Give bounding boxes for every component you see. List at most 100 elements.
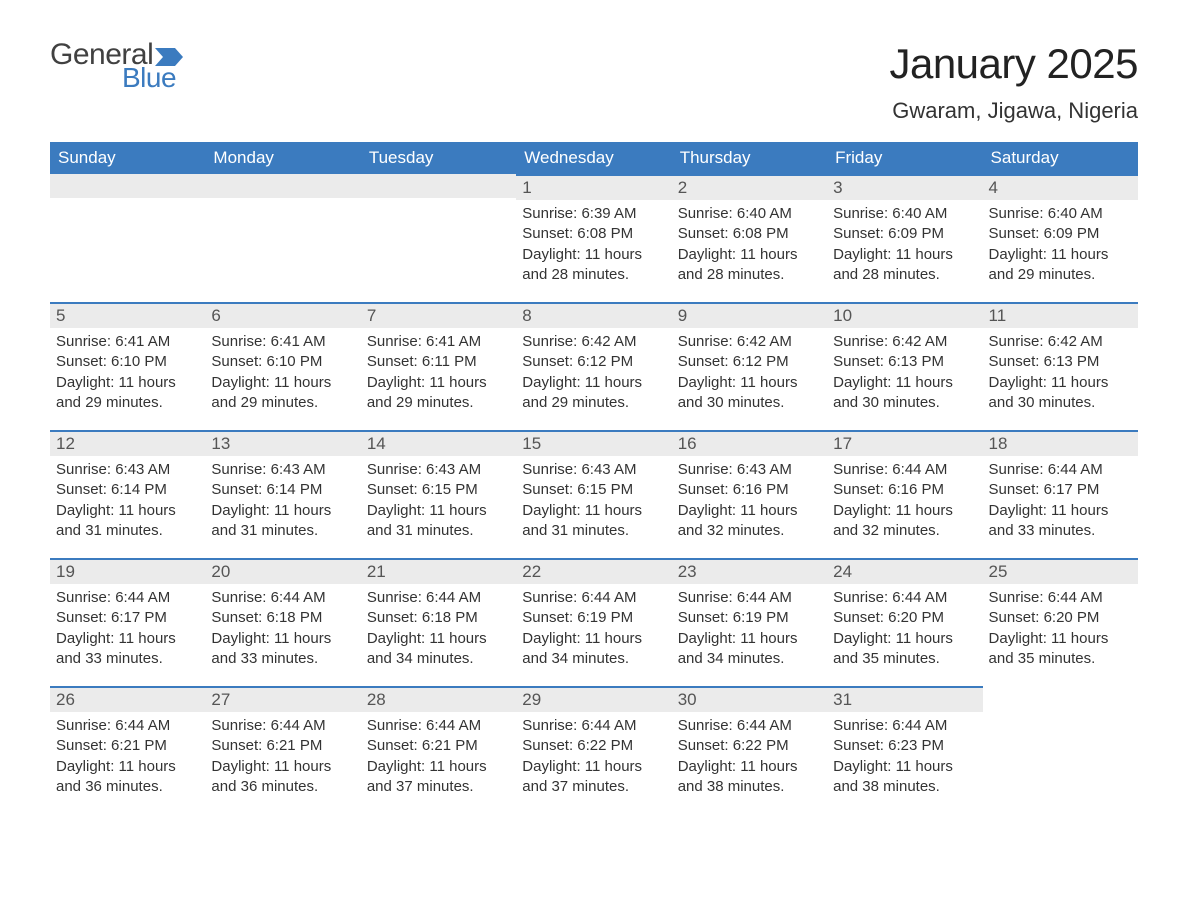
calendar-week-row: 5Sunrise: 6:41 AMSunset: 6:10 PMDaylight… (50, 302, 1138, 430)
day-number: 26 (50, 686, 205, 712)
calendar-cell: 23Sunrise: 6:44 AMSunset: 6:19 PMDayligh… (672, 558, 827, 686)
calendar-cell: 31Sunrise: 6:44 AMSunset: 6:23 PMDayligh… (827, 686, 982, 814)
day-details: Sunrise: 6:44 AMSunset: 6:20 PMDaylight:… (827, 584, 982, 677)
day-details: Sunrise: 6:44 AMSunset: 6:18 PMDaylight:… (361, 584, 516, 677)
sunrise-line: Sunrise: 6:43 AM (522, 460, 665, 480)
day-details: Sunrise: 6:44 AMSunset: 6:21 PMDaylight:… (361, 712, 516, 805)
day-number: 1 (516, 174, 671, 200)
sunrise-line: Sunrise: 6:42 AM (989, 332, 1132, 352)
day-number: 12 (50, 430, 205, 456)
day-details: Sunrise: 6:40 AMSunset: 6:08 PMDaylight:… (672, 200, 827, 293)
sunset-line: Sunset: 6:21 PM (367, 736, 510, 756)
sunset-line: Sunset: 6:14 PM (211, 480, 354, 500)
sunrise-line: Sunrise: 6:40 AM (678, 204, 821, 224)
day-details: Sunrise: 6:44 AMSunset: 6:22 PMDaylight:… (516, 712, 671, 805)
day-number: 5 (50, 302, 205, 328)
calendar-cell: 5Sunrise: 6:41 AMSunset: 6:10 PMDaylight… (50, 302, 205, 430)
day-number: 6 (205, 302, 360, 328)
calendar-head: SundayMondayTuesdayWednesdayThursdayFrid… (50, 142, 1138, 174)
calendar-cell: 26Sunrise: 6:44 AMSunset: 6:21 PMDayligh… (50, 686, 205, 814)
calendar-cell: 12Sunrise: 6:43 AMSunset: 6:14 PMDayligh… (50, 430, 205, 558)
calendar-cell: 24Sunrise: 6:44 AMSunset: 6:20 PMDayligh… (827, 558, 982, 686)
daylight-line: Daylight: 11 hours and 34 minutes. (522, 629, 665, 670)
sunrise-line: Sunrise: 6:42 AM (522, 332, 665, 352)
day-number: 22 (516, 558, 671, 584)
sunset-line: Sunset: 6:20 PM (833, 608, 976, 628)
sunrise-line: Sunrise: 6:44 AM (989, 588, 1132, 608)
daylight-line: Daylight: 11 hours and 35 minutes. (989, 629, 1132, 670)
sunrise-line: Sunrise: 6:44 AM (833, 716, 976, 736)
sunrise-line: Sunrise: 6:44 AM (211, 588, 354, 608)
sunset-line: Sunset: 6:16 PM (833, 480, 976, 500)
sunset-line: Sunset: 6:18 PM (211, 608, 354, 628)
sunrise-line: Sunrise: 6:44 AM (367, 716, 510, 736)
logo: General Blue (50, 40, 183, 92)
calendar-cell: 6Sunrise: 6:41 AMSunset: 6:10 PMDaylight… (205, 302, 360, 430)
day-number: 18 (983, 430, 1138, 456)
day-details: Sunrise: 6:44 AMSunset: 6:22 PMDaylight:… (672, 712, 827, 805)
day-details: Sunrise: 6:41 AMSunset: 6:10 PMDaylight:… (50, 328, 205, 421)
daylight-line: Daylight: 11 hours and 36 minutes. (56, 757, 199, 798)
sunrise-line: Sunrise: 6:39 AM (522, 204, 665, 224)
daylight-line: Daylight: 11 hours and 29 minutes. (522, 373, 665, 414)
sunrise-line: Sunrise: 6:44 AM (833, 460, 976, 480)
day-details: Sunrise: 6:44 AMSunset: 6:21 PMDaylight:… (50, 712, 205, 805)
sunset-line: Sunset: 6:21 PM (211, 736, 354, 756)
calendar-cell: 7Sunrise: 6:41 AMSunset: 6:11 PMDaylight… (361, 302, 516, 430)
sunset-line: Sunset: 6:17 PM (56, 608, 199, 628)
calendar-week-row: 1Sunrise: 6:39 AMSunset: 6:08 PMDaylight… (50, 174, 1138, 302)
day-number: 8 (516, 302, 671, 328)
sunrise-line: Sunrise: 6:44 AM (367, 588, 510, 608)
weekday-header: Saturday (983, 142, 1138, 174)
day-number: 30 (672, 686, 827, 712)
day-details: Sunrise: 6:43 AMSunset: 6:15 PMDaylight:… (516, 456, 671, 549)
calendar-cell: 22Sunrise: 6:44 AMSunset: 6:19 PMDayligh… (516, 558, 671, 686)
calendar-cell: 11Sunrise: 6:42 AMSunset: 6:13 PMDayligh… (983, 302, 1138, 430)
sunrise-line: Sunrise: 6:44 AM (56, 716, 199, 736)
daylight-line: Daylight: 11 hours and 33 minutes. (989, 501, 1132, 542)
weekday-header: Thursday (672, 142, 827, 174)
sunrise-line: Sunrise: 6:41 AM (56, 332, 199, 352)
day-number: 16 (672, 430, 827, 456)
sunset-line: Sunset: 6:19 PM (678, 608, 821, 628)
sunset-line: Sunset: 6:13 PM (833, 352, 976, 372)
day-details: Sunrise: 6:42 AMSunset: 6:13 PMDaylight:… (827, 328, 982, 421)
calendar-cell: 16Sunrise: 6:43 AMSunset: 6:16 PMDayligh… (672, 430, 827, 558)
logo-blue-text: Blue (122, 64, 176, 92)
day-number: 13 (205, 430, 360, 456)
calendar-cell: 4Sunrise: 6:40 AMSunset: 6:09 PMDaylight… (983, 174, 1138, 302)
daylight-line: Daylight: 11 hours and 37 minutes. (367, 757, 510, 798)
day-details: Sunrise: 6:42 AMSunset: 6:12 PMDaylight:… (672, 328, 827, 421)
daylight-line: Daylight: 11 hours and 28 minutes. (678, 245, 821, 286)
sunset-line: Sunset: 6:19 PM (522, 608, 665, 628)
daylight-line: Daylight: 11 hours and 30 minutes. (678, 373, 821, 414)
daylight-line: Daylight: 11 hours and 33 minutes. (56, 629, 199, 670)
day-number: 29 (516, 686, 671, 712)
sunrise-line: Sunrise: 6:44 AM (211, 716, 354, 736)
day-number: 28 (361, 686, 516, 712)
calendar-cell: 2Sunrise: 6:40 AMSunset: 6:08 PMDaylight… (672, 174, 827, 302)
page-header: General Blue January 2025 Gwaram, Jigawa… (50, 40, 1138, 124)
weekday-header: Monday (205, 142, 360, 174)
daylight-line: Daylight: 11 hours and 34 minutes. (367, 629, 510, 670)
sunrise-line: Sunrise: 6:44 AM (678, 588, 821, 608)
daylight-line: Daylight: 11 hours and 36 minutes. (211, 757, 354, 798)
calendar-cell (983, 686, 1138, 814)
daylight-line: Daylight: 11 hours and 32 minutes. (678, 501, 821, 542)
sunrise-line: Sunrise: 6:42 AM (678, 332, 821, 352)
sunset-line: Sunset: 6:18 PM (367, 608, 510, 628)
sunrise-line: Sunrise: 6:44 AM (678, 716, 821, 736)
day-details: Sunrise: 6:42 AMSunset: 6:12 PMDaylight:… (516, 328, 671, 421)
sunrise-line: Sunrise: 6:41 AM (211, 332, 354, 352)
day-details: Sunrise: 6:41 AMSunset: 6:10 PMDaylight:… (205, 328, 360, 421)
day-number: 25 (983, 558, 1138, 584)
sunrise-line: Sunrise: 6:40 AM (833, 204, 976, 224)
weekday-header: Friday (827, 142, 982, 174)
day-number: 21 (361, 558, 516, 584)
sunset-line: Sunset: 6:12 PM (522, 352, 665, 372)
calendar-cell: 25Sunrise: 6:44 AMSunset: 6:20 PMDayligh… (983, 558, 1138, 686)
day-details: Sunrise: 6:43 AMSunset: 6:14 PMDaylight:… (205, 456, 360, 549)
calendar-cell: 30Sunrise: 6:44 AMSunset: 6:22 PMDayligh… (672, 686, 827, 814)
day-number: 19 (50, 558, 205, 584)
daylight-line: Daylight: 11 hours and 31 minutes. (367, 501, 510, 542)
